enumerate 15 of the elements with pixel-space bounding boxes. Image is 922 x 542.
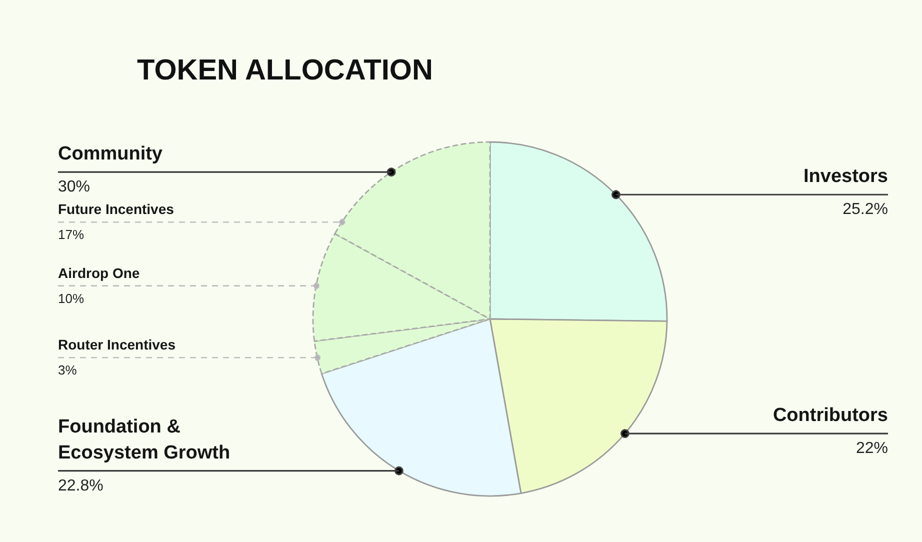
chart-title: TOKEN ALLOCATION: [137, 54, 433, 86]
data-label: 17%: [58, 227, 84, 242]
data-label: 22.8%: [58, 477, 104, 494]
data-label: 25.2%: [842, 201, 888, 218]
slice-label: Router Incentives: [58, 336, 176, 353]
text: 30%: [58, 178, 90, 196]
slice-label: Contributors: [772, 405, 888, 426]
text: Community: [58, 144, 163, 165]
slice-label: Future Incentives: [58, 201, 174, 218]
data-label: 3%: [58, 362, 78, 378]
slice-label: Airdrop One: [58, 264, 140, 281]
slice-label: Investors: [804, 166, 888, 188]
data-label: 22%: [856, 440, 888, 458]
data-label: 10%: [58, 290, 84, 306]
slice-label: Foundation & Ecosystem Growth: [58, 416, 230, 464]
